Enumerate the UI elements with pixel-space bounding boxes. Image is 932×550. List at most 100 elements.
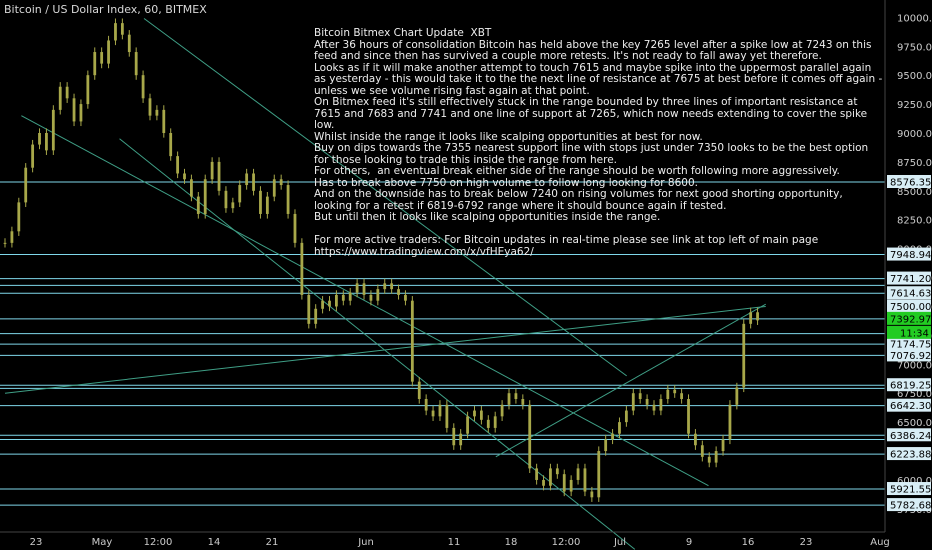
time-tick-label: Aug [870,537,890,548]
candle-body [141,75,145,99]
candle-body [397,289,400,295]
candle-body [314,308,318,324]
candle-body [611,433,614,440]
candle-body [486,419,490,428]
candle-body [169,133,173,157]
candle-body [376,289,380,301]
candle-body [700,445,704,457]
candle-body [742,323,746,388]
candle-body [148,98,152,116]
candle-body [134,52,138,76]
candle-body [190,179,193,197]
candle-body [604,439,608,452]
candle-body [507,393,511,405]
price-label: 7741.20 [890,274,931,285]
candle-body [127,34,131,53]
annotation-body: After 36 hours of consolidation Bitcoin … [314,38,883,258]
candle-body [459,433,463,446]
time-tick-label: 12:00 [144,537,173,548]
price-label: 6386.24 [890,431,931,442]
candle-body [335,294,338,307]
candle-body [624,410,628,423]
time-tick-label: Jun [357,537,374,548]
candle-body [555,468,559,475]
candle-body [680,393,684,399]
price-tick-label: 8500.00 [897,187,932,198]
candle-body [417,381,421,399]
candle-body [473,410,476,417]
price-tick-label: 6000.00 [897,476,932,487]
candle-body [590,491,594,498]
candle-body [479,410,483,420]
candle-body [721,439,725,452]
candle-body [231,202,235,209]
time-tick-label: 18 [505,537,518,548]
candle-body [196,196,200,214]
candle-body [735,387,739,405]
annotation-note: Bitcoin Bitmex Chart Update XBT After 36… [314,27,884,258]
candle-body [562,474,566,492]
candle-body [321,300,324,309]
candle-body [369,294,373,301]
price-label-box [887,247,931,261]
time-tick-label: 21 [266,537,279,548]
price-label: 7392.97 [890,314,931,325]
time-tick-label: 16 [742,537,755,548]
candle-body [224,190,228,209]
candle-body [176,156,180,174]
candle-body [355,283,359,293]
candle-body [65,86,69,99]
candle-body [542,479,545,486]
time-tick-label: May [92,537,113,548]
price-label: 7174.75 [890,340,931,351]
candle-body [51,109,55,151]
candle-body [279,179,283,186]
candle-body [404,294,407,301]
candle-body [438,404,442,417]
price-label-box [887,348,931,362]
candle-body [58,86,62,110]
candle-body [452,427,456,446]
candle-body [245,173,249,186]
candle-body [120,23,124,35]
candle-body [466,416,469,434]
candle-body [431,410,435,417]
candle-body [114,23,117,41]
countdown-label: 11:34 [900,328,929,339]
candle-body [93,52,97,76]
price-label: 8576.35 [890,177,931,188]
trend-line [4,305,766,394]
trend-line [495,303,766,458]
candle-body [576,468,580,480]
candle-body [707,456,711,463]
candle-body [659,399,663,411]
price-label: 5921.55 [890,485,931,496]
candle-body [583,468,587,492]
candle-body [749,312,753,324]
candle-body [259,190,262,214]
price-tick-label: 8250.00 [897,216,932,227]
time-tick-label: Jul [613,537,626,548]
candle-body [45,133,48,151]
candle-body [265,196,269,214]
price-label: 6642.30 [890,401,931,412]
candle-body [424,399,428,411]
candle-body [521,399,525,405]
candle-body [300,242,304,295]
price-tick-label: 9750.00 [897,42,932,53]
candle-body [694,433,697,446]
candle-body [183,173,186,180]
candle-body [549,468,552,486]
candle-body [31,144,35,168]
time-tick-label: 12:00 [552,537,581,548]
candle-body [210,161,214,180]
price-label-box [887,482,931,496]
price-label-box [887,299,931,313]
candle-body [272,179,276,197]
candle-body [328,300,331,307]
candle-body [341,294,345,301]
candle-body [673,389,677,394]
candle-body [10,231,14,243]
time-tick-label: 9 [686,537,692,548]
